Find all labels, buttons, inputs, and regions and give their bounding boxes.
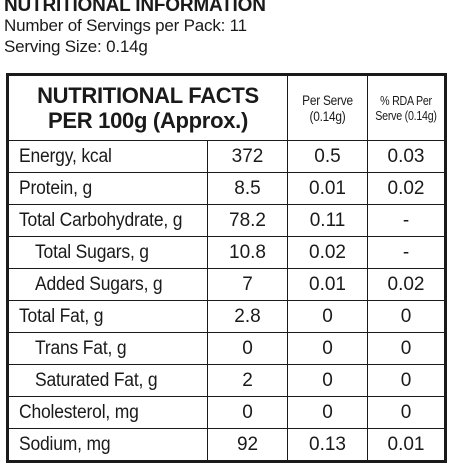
table-row: Sodium, mg 92 0.13 0.01 xyxy=(7,428,447,462)
per-100g-value: 78.2 xyxy=(206,204,289,237)
nutrient-name: Sodium, mg xyxy=(7,428,208,462)
rda-value: 0.01 xyxy=(367,428,447,462)
nutrient-label: Energy, kcal xyxy=(19,146,112,167)
rda-value: 0 xyxy=(367,300,447,333)
nutrient-label: Total Carbohydrate, g xyxy=(19,210,183,231)
nutrient-name: Protein, g xyxy=(7,172,208,205)
per-serve-value: 0.11 xyxy=(287,204,369,237)
per-serve-value: 0.5 xyxy=(287,140,369,173)
per-100g-value: 2.8 xyxy=(206,300,289,333)
rda-value: - xyxy=(367,236,447,269)
table-row: Total Sugars, g 10.8 0.02 - xyxy=(7,236,447,269)
per-serve-value: 0.13 xyxy=(287,428,369,462)
nutrient-label: Added Sugars, g xyxy=(35,274,163,295)
rda-value: 0 xyxy=(367,396,447,429)
nutrient-name: Total Sugars, g xyxy=(7,236,208,269)
table-row: Saturated Fat, g 2 0 0 xyxy=(7,364,447,397)
per-serve-value: 0 xyxy=(287,300,369,333)
per-serve-header-cell: Per Serve (0.14g) xyxy=(287,74,369,141)
rda-value: 0.03 xyxy=(367,140,447,173)
per-serve-value: 0.01 xyxy=(287,268,369,301)
per-serve-header-line1: Per Serve xyxy=(302,92,353,108)
table-row: Protein, g 8.5 0.01 0.02 xyxy=(7,172,447,205)
table-row: Added Sugars, g 7 0.01 0.02 xyxy=(7,268,447,301)
nutrient-label: Trans Fat, g xyxy=(35,338,127,359)
per-serve-value: 0.02 xyxy=(287,236,369,269)
per-100g-value: 8.5 xyxy=(206,172,289,205)
nutrient-name: Total Fat, g xyxy=(7,300,208,333)
per-serve-header-line2: (0.14g) xyxy=(309,108,346,124)
per-100g-value: 2 xyxy=(206,364,289,397)
per-100g-value: 92 xyxy=(206,428,289,462)
nutrient-name: Saturated Fat, g xyxy=(7,364,208,397)
nutrient-label: Protein, g xyxy=(19,178,92,199)
per-100g-value: 0 xyxy=(206,332,289,365)
rda-value: 0 xyxy=(367,332,447,365)
per-100g-value: 372 xyxy=(206,140,289,173)
rda-header-line1: % RDA Per xyxy=(380,93,432,108)
nutrient-label: Total Sugars, g xyxy=(35,242,149,263)
per-serve-value: 0 xyxy=(287,332,369,365)
nutrient-name: Energy, kcal xyxy=(7,140,208,173)
nutrient-name: Added Sugars, g xyxy=(7,268,208,301)
per-serve-value: 0 xyxy=(287,364,369,397)
table-row: Energy, kcal 372 0.5 0.03 xyxy=(7,140,447,173)
rda-value: 0.02 xyxy=(367,268,447,301)
header: NUTRITIONAL INFORMATION Number of Servin… xyxy=(4,0,448,57)
rda-header-cell: % RDA Per Serve (0.14g) xyxy=(367,74,447,141)
nutrient-name: Trans Fat, g xyxy=(7,332,208,365)
table-row: Trans Fat, g 0 0 0 xyxy=(7,332,447,365)
per-100g-value: 0 xyxy=(206,396,289,429)
per-100g-value: 10.8 xyxy=(206,236,289,269)
per-serve-value: 0 xyxy=(287,396,369,429)
rda-value: 0 xyxy=(367,364,447,397)
table-header-row: NUTRITIONAL FACTS PER 100g (Approx.) Per… xyxy=(6,74,447,141)
facts-header-line1: NUTRITIONAL FACTS xyxy=(37,83,259,108)
page-title: NUTRITIONAL INFORMATION xyxy=(4,0,266,15)
nutrient-name: Cholesterol, mg xyxy=(7,396,208,429)
rda-value: - xyxy=(367,204,447,237)
per-100g-value: 7 xyxy=(206,268,289,301)
rda-value: 0.02 xyxy=(367,172,447,205)
per-serve-value: 0.01 xyxy=(287,172,369,205)
servings-per-pack: Number of Servings per Pack: 11 xyxy=(4,16,247,35)
facts-header-cell: NUTRITIONAL FACTS PER 100g (Approx.) xyxy=(6,74,289,141)
serving-size: Serving Size: 0.14g xyxy=(4,37,148,56)
nutrient-label: Sodium, mg xyxy=(19,434,111,455)
nutrient-name: Total Carbohydrate, g xyxy=(7,204,208,237)
table-row: Total Carbohydrate, g 78.2 0.11 - xyxy=(7,204,447,237)
table-row: Total Fat, g 2.8 0 0 xyxy=(7,300,447,333)
nutrient-label: Cholesterol, mg xyxy=(19,402,139,423)
rda-header-line2: Serve (0.14g) xyxy=(375,108,437,123)
facts-header-line2: PER 100g (Approx.) xyxy=(48,108,248,133)
table-row: Cholesterol, mg 0 0 0 xyxy=(7,396,447,429)
nutrition-table: NUTRITIONAL FACTS PER 100g (Approx.) Per… xyxy=(6,73,448,463)
nutrient-label: Saturated Fat, g xyxy=(35,370,158,391)
nutrient-label: Total Fat, g xyxy=(19,306,104,327)
